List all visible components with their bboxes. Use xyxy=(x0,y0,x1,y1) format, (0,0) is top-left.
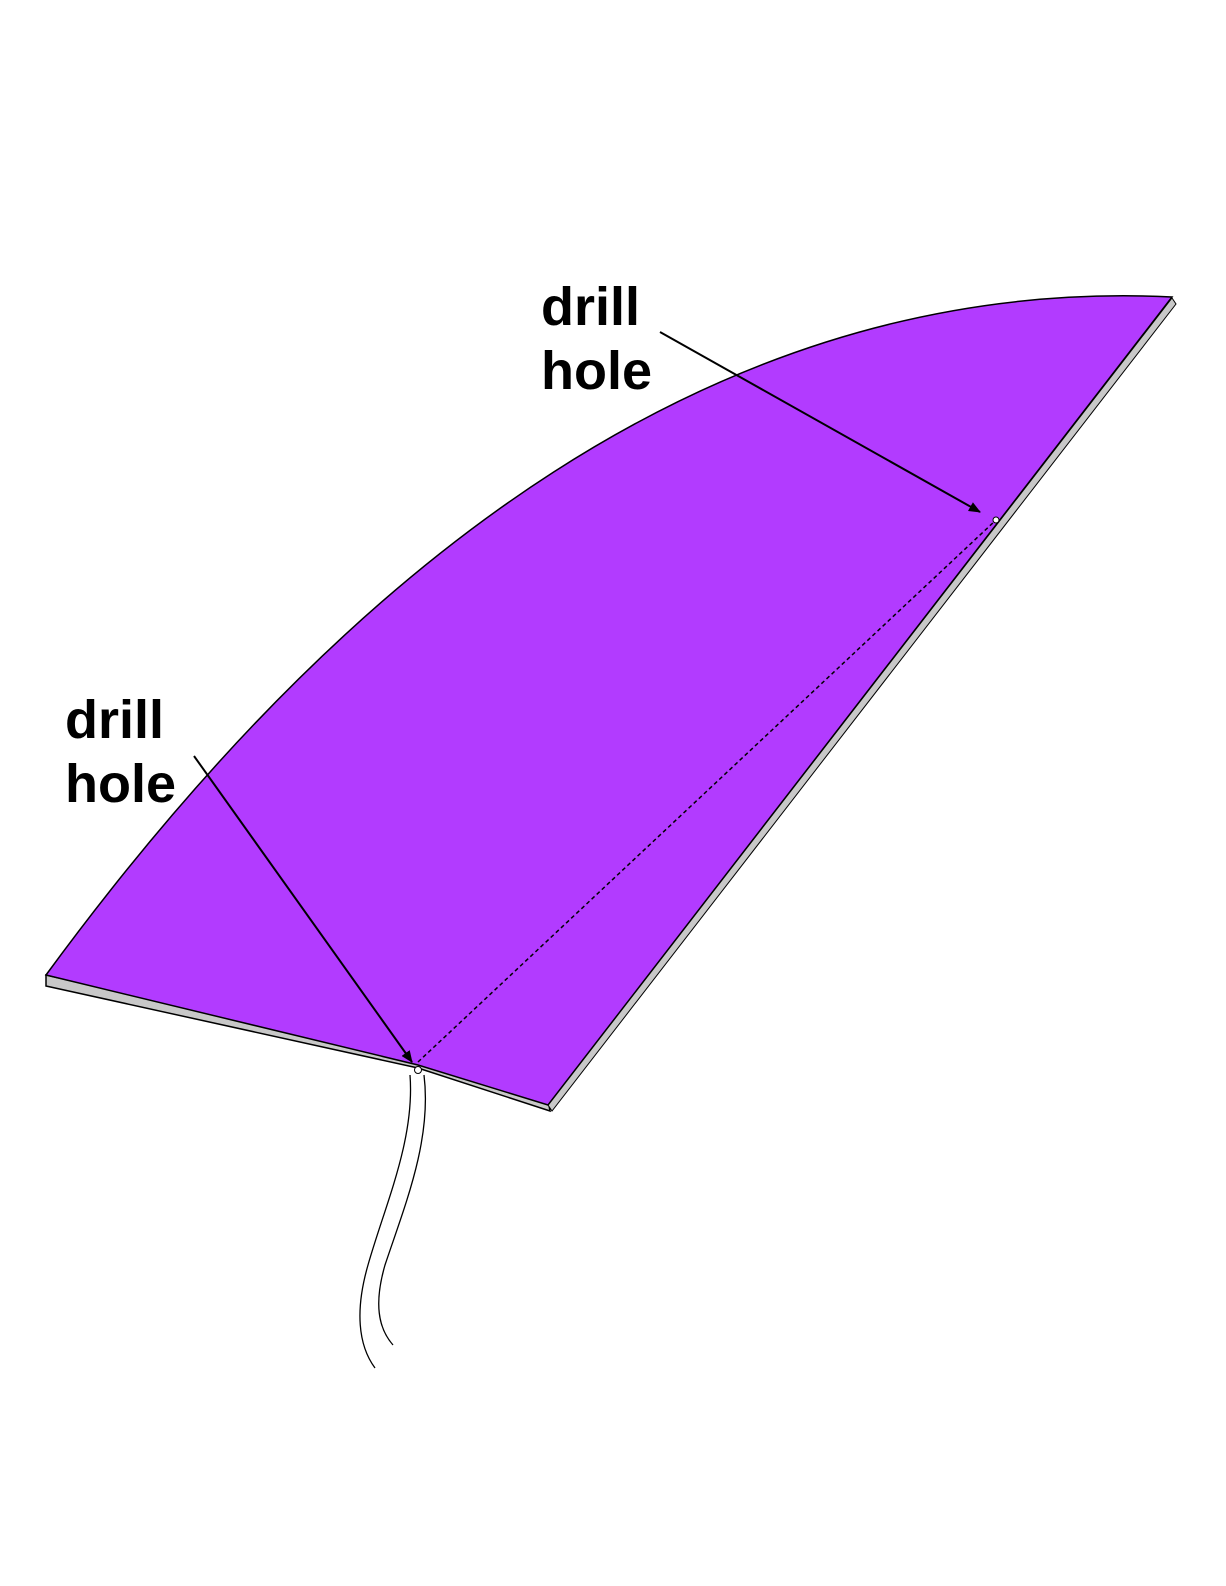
callout-label-line2: hole xyxy=(541,341,653,401)
fin-face xyxy=(44,295,1174,1106)
callout-label-line1: drill xyxy=(541,277,641,337)
drill-hole-trailing xyxy=(992,516,1000,524)
callout-label-line2: hole xyxy=(65,754,177,814)
callout-label-top: drill hole xyxy=(541,275,652,403)
leader-line-top xyxy=(659,331,981,513)
internal-channel-line xyxy=(417,519,997,1063)
callout-label-left: drill hole xyxy=(65,688,176,816)
leader-line-left xyxy=(193,755,413,1063)
callout-label-line1: drill xyxy=(65,690,165,750)
string xyxy=(359,1074,427,1369)
drill-hole-root xyxy=(414,1066,422,1074)
